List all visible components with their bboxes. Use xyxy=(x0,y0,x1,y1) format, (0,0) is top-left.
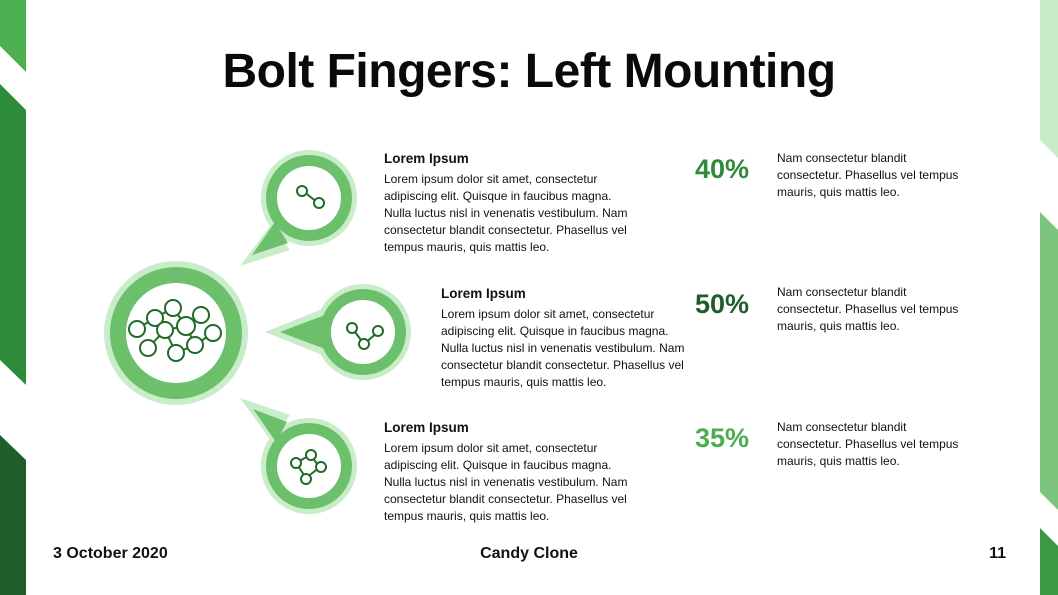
item-2-text: Lorem Ipsum Lorem ipsum dolor sit amet, … xyxy=(441,286,751,391)
three-node-link-icon xyxy=(346,322,384,350)
two-node-link-icon xyxy=(296,185,325,209)
item-1-body: Lorem ipsum dolor sit amet, consectetur … xyxy=(384,172,628,254)
item-3-heading: Lorem Ipsum xyxy=(384,420,469,435)
item-3-percent: 35% xyxy=(695,423,750,453)
item-2-heading: Lorem Ipsum xyxy=(441,286,526,301)
item-2-note: Nam consectetur blandit consectetur. Pha… xyxy=(777,285,959,333)
footer-date: 3 October 2020 xyxy=(53,545,168,562)
bubble-1 xyxy=(240,150,357,266)
hub-circle xyxy=(104,261,248,405)
item-3-note: Nam consectetur blandit consectetur. Pha… xyxy=(777,420,959,468)
item-3-body: Lorem ipsum dolor sit amet, consectetur … xyxy=(384,441,628,523)
item-1-percent: 40% xyxy=(695,154,750,184)
item-2-body: Lorem ipsum dolor sit amet, consectetur … xyxy=(441,307,685,389)
item-1-heading: Lorem Ipsum xyxy=(384,151,469,166)
item-1-note: Nam consectetur blandit consectetur. Pha… xyxy=(777,151,959,199)
item-1-text: Lorem Ipsum Lorem ipsum dolor sit amet, … xyxy=(384,151,694,256)
footer-page-number: 11 xyxy=(989,545,1006,562)
molecule-cluster-icon xyxy=(128,299,222,362)
four-node-cluster-icon xyxy=(290,449,327,485)
slide-title: Bolt Fingers: Left Mounting xyxy=(222,45,836,98)
item-2-percent: 50% xyxy=(695,289,750,319)
bubble-2 xyxy=(265,284,411,380)
item-3-text: Lorem Ipsum Lorem ipsum dolor sit amet, … xyxy=(384,420,694,525)
footer-presenter: Candy Clone xyxy=(480,545,578,562)
bubble-3 xyxy=(240,398,357,514)
